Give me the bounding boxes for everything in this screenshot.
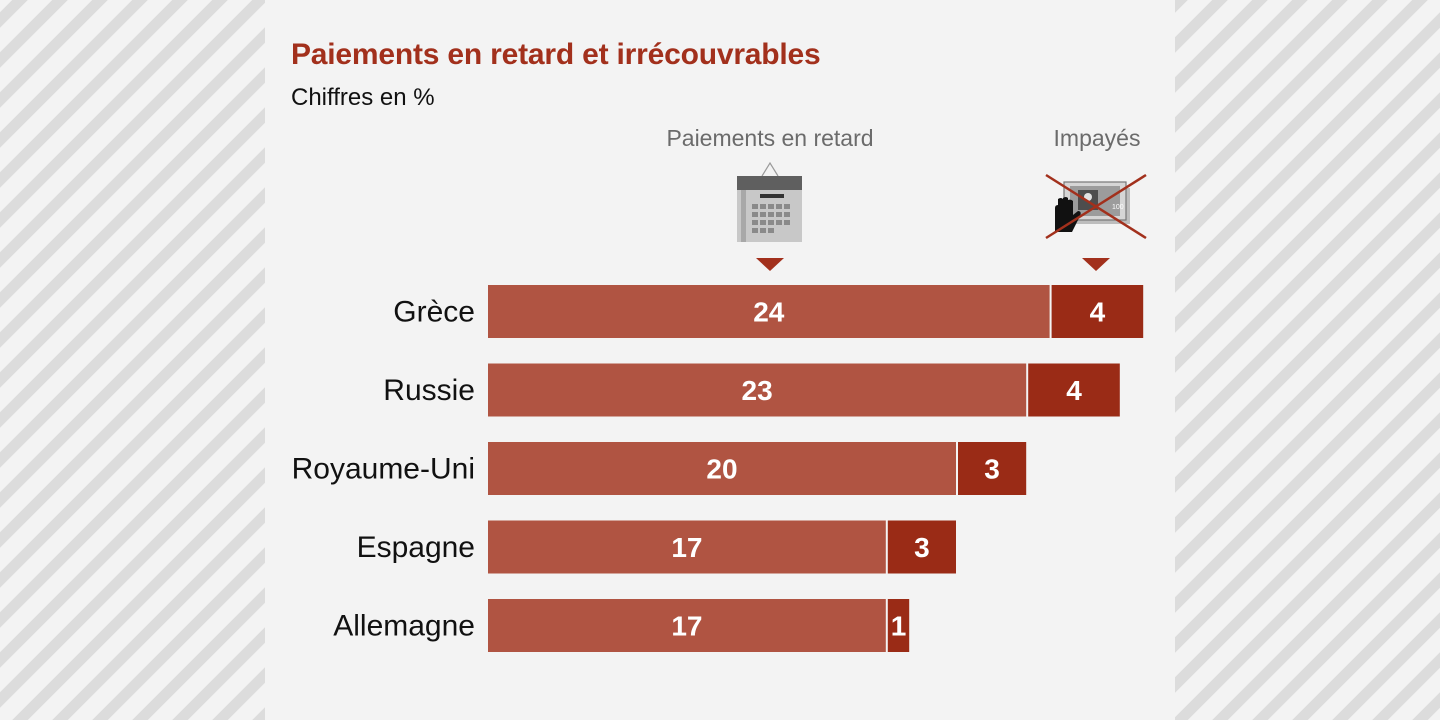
svg-text:100: 100 xyxy=(1112,204,1124,211)
chart-title: Paiements en retard et irrécouvrables xyxy=(291,38,821,71)
calendar-icon xyxy=(737,161,802,242)
value-label-late-grece: 24 xyxy=(753,297,785,328)
bar-unpaid-royaume-uni xyxy=(958,442,1027,495)
value-label-unpaid-espagne: 3 xyxy=(914,532,930,563)
legend-pointer-late xyxy=(756,258,784,271)
bar-late-royaume-uni xyxy=(488,442,956,495)
legend-label-unpaid: Impayés xyxy=(1054,125,1141,151)
legend-pointer-unpaid xyxy=(1082,258,1110,271)
bar-late-grece xyxy=(488,285,1050,338)
category-label-russie: Russie xyxy=(383,374,475,407)
value-label-unpaid-allemagne: 1 xyxy=(891,611,907,642)
bar-unpaid-grece xyxy=(1051,285,1144,338)
value-label-late-russie: 23 xyxy=(742,375,773,406)
value-label-unpaid-grece: 4 xyxy=(1090,297,1106,328)
bar-unpaid-espagne xyxy=(887,520,956,574)
bar-unpaid-russie xyxy=(1028,363,1120,417)
value-label-late-espagne: 17 xyxy=(671,532,702,563)
legend-label-late: Paiements en retard xyxy=(666,125,873,151)
chart-subtitle: Chiffres en % xyxy=(291,84,435,111)
bar-late-allemagne xyxy=(488,599,886,652)
category-label-grece: Grèce xyxy=(393,296,475,329)
value-label-late-allemagne: 17 xyxy=(671,611,702,642)
category-label-allemagne: Allemagne xyxy=(333,610,475,643)
bar-unpaid-allemagne xyxy=(887,599,910,652)
bar-late-espagne xyxy=(488,520,886,574)
value-label-late-royaume-uni: 20 xyxy=(706,454,737,485)
bars-group: Grèce 24 4 Russie 23 4 Royaume-Uni 20 3 Espagne 17… xyxy=(292,285,1144,652)
bar-late-russie xyxy=(488,363,1027,417)
crossed-out-banknote-icon: 100 xyxy=(1045,173,1147,240)
value-label-unpaid-russie: 4 xyxy=(1066,375,1082,406)
value-label-unpaid-royaume-uni: 3 xyxy=(984,454,1000,485)
category-label-espagne: Espagne xyxy=(357,531,475,564)
category-label-royaume-uni: Royaume-Uni xyxy=(292,453,475,486)
